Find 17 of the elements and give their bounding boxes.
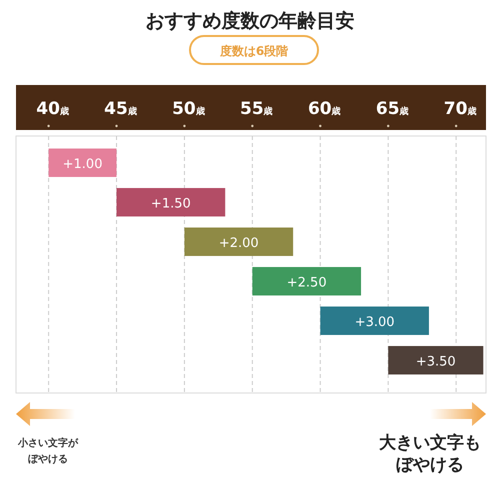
y-tick-label: +3.50 bbox=[416, 354, 456, 370]
x-tick-label: 40歳 bbox=[36, 99, 69, 119]
y-tick-label: +2.00 bbox=[218, 236, 259, 251]
chart-subtitle: 度数は6段階 bbox=[218, 44, 290, 58]
y-tick-label: +3.00 bbox=[354, 314, 395, 330]
text: 大きい文字もぼやける bbox=[379, 433, 481, 475]
x-tick-label: 65歳 bbox=[376, 99, 409, 119]
x-tick-label: 60歳 bbox=[308, 99, 341, 119]
x-tick-label: 55歳 bbox=[240, 99, 273, 119]
y-tick-label: +2.50 bbox=[286, 275, 327, 290]
chart-title: おすすめ度数の年齢目安 bbox=[146, 10, 354, 32]
y-tick-label: +1.00 bbox=[62, 156, 102, 172]
y-tick-label: +1.50 bbox=[150, 196, 191, 212]
text: 小さい文字がぼやける bbox=[17, 437, 79, 465]
x-tick-label: 70歳 bbox=[444, 99, 476, 119]
x-tick-label: 50歳 bbox=[172, 99, 205, 119]
x-tick-label: 45歳 bbox=[104, 99, 137, 119]
